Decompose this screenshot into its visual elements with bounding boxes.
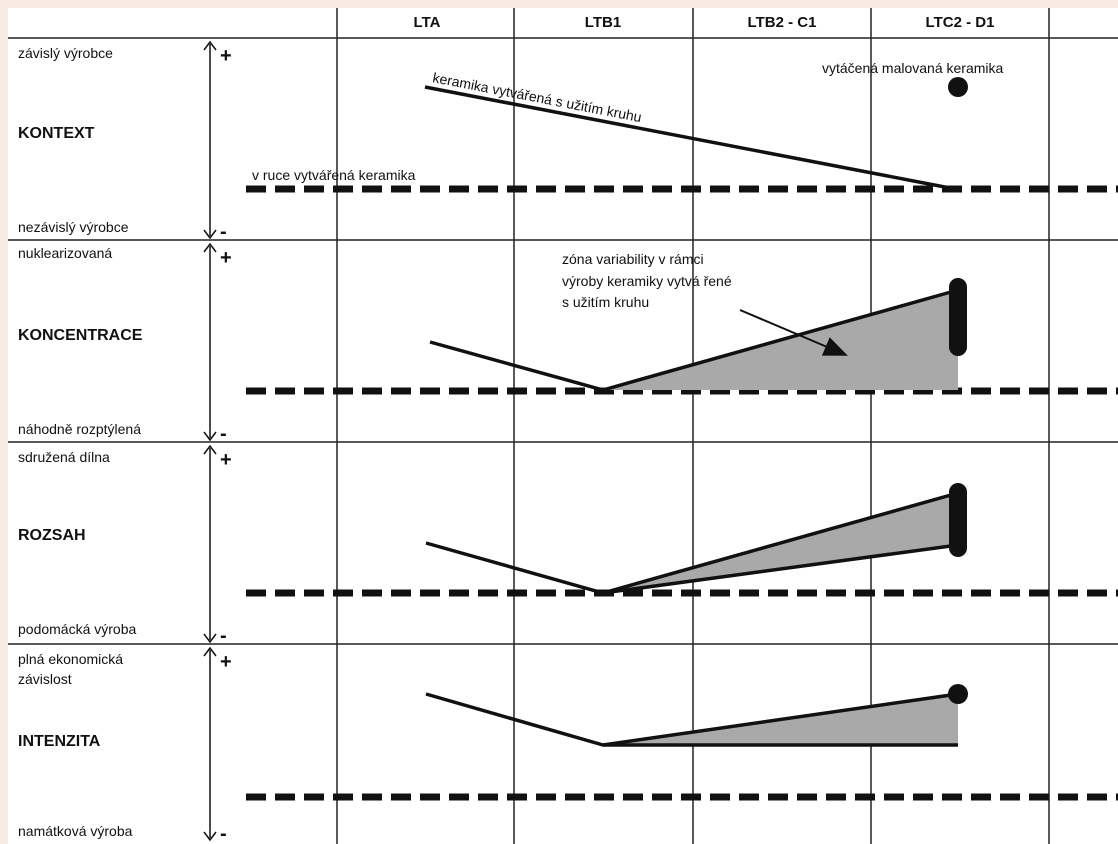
panel-bottom-label: podomácká výroba xyxy=(18,621,137,637)
intenzita-end-dot xyxy=(948,684,968,704)
panel-title: KONCENTRACE xyxy=(18,327,143,344)
panel-top-label: nuklearizovaná xyxy=(18,245,112,261)
panel-bottom-label: namátková výroba xyxy=(18,823,133,839)
baselines xyxy=(246,185,1118,801)
panel-top-label: sdružená dílna xyxy=(18,449,110,465)
column-header-ltb2-c1: LTB2 - C1 xyxy=(748,14,817,31)
minus-sign: - xyxy=(220,221,227,243)
axis-arrows-rozsah xyxy=(203,444,217,644)
koncentrace-trend-line xyxy=(429,288,959,392)
minus-sign: - xyxy=(220,823,227,844)
rozsah-lower-line xyxy=(602,543,959,595)
scale-axes xyxy=(203,40,217,842)
axis-arrows-intenzita xyxy=(203,646,217,842)
plus-sign: + xyxy=(220,449,232,471)
hand-ceramics-label: v ruce vytvářená keramika xyxy=(252,167,416,183)
zone-label-line3: s užitím kruhu xyxy=(562,294,649,310)
axis-arrows-koncentrace xyxy=(203,242,217,442)
zone-label-line1: zóna variability v rámci xyxy=(562,251,704,267)
painted-ceramics-dot xyxy=(948,77,968,97)
column-header-ltc2-d1: LTC2 - D1 xyxy=(926,14,995,31)
panel-top-label-line1: plná ekonomická xyxy=(18,651,123,667)
axis-arrows-kontext xyxy=(203,40,217,240)
column-header-lta: LTA xyxy=(414,14,441,31)
panel-bottom-label: nezávislý výrobce xyxy=(18,219,129,235)
panel-top-label: závislý výrobce xyxy=(18,45,113,61)
minus-sign: - xyxy=(220,423,227,445)
panel-title: ROZSAH xyxy=(18,527,86,544)
minus-sign: - xyxy=(220,625,227,647)
panel-top-label-line2: závislost xyxy=(18,671,72,687)
panel-title: INTENZITA xyxy=(18,733,101,750)
zone-pointer-arrow xyxy=(739,309,848,356)
panel-title: KONTEXT xyxy=(18,125,95,142)
plus-sign: + xyxy=(220,651,232,673)
plus-sign: + xyxy=(220,247,232,269)
zone-label-line2: výroby keramiky vytvá řené xyxy=(562,273,732,289)
panel-dividers xyxy=(8,37,1118,645)
column-grid xyxy=(336,8,1050,844)
plus-sign: + xyxy=(220,45,232,67)
column-header-ltb1: LTB1 xyxy=(585,14,621,31)
panel-bottom-label: náhodně rozptýlená xyxy=(18,421,141,437)
painted-ceramics-label: vytáčená malovaná keramika xyxy=(822,60,1004,76)
wheel-ceramics-line xyxy=(424,85,951,190)
